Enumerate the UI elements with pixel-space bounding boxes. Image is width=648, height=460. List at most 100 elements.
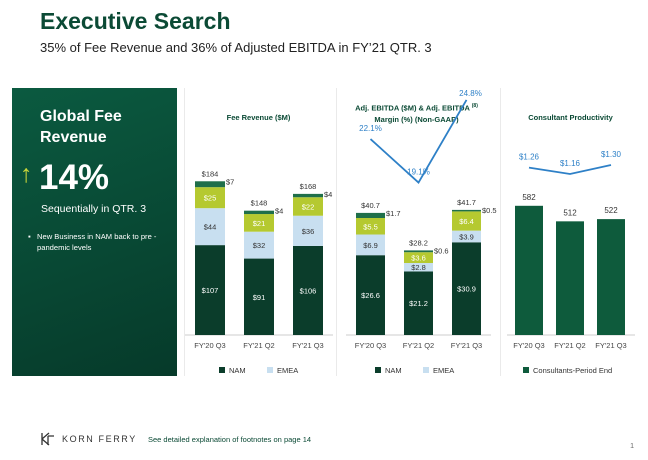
page-title: Executive Search	[40, 8, 231, 34]
bullet-new-business: New Business in NAM back to pre -pandemi…	[28, 231, 168, 253]
category-label-1: FY'21 Q2	[554, 341, 585, 350]
growth-percent: 14%	[39, 158, 110, 197]
legend-label-consultants: Consultants-Period End	[533, 366, 612, 375]
bar-latm-0	[195, 181, 225, 188]
total-label-0: $40.7	[361, 201, 380, 210]
consultant-productivity-panel: Consultant Productivity 582 FY'20 Q3 512 FY…	[500, 88, 640, 376]
legend-swatch-emea	[267, 367, 273, 373]
bar-latm-0	[356, 212, 385, 218]
consultant-productivity-chart: 582 FY'20 Q3 512 FY'21 Q2 522 FY'21 Q3 $1.26 $1…	[507, 150, 635, 375]
legend-label-emea: EMEA	[277, 366, 298, 375]
total-label-1: $28.2	[409, 238, 428, 247]
page-subtitle: 35% of Fee Revenue and 36% of Adjusted E…	[40, 40, 432, 55]
data-label-emea-2: $3.9	[459, 232, 474, 241]
bar-consultants-1	[556, 221, 584, 335]
data-label-emea-1: $32	[253, 241, 266, 250]
bar-nam-1	[244, 258, 274, 335]
data-label-apac-0: $25	[204, 194, 217, 203]
data-label-latm-1: $0.6	[434, 246, 449, 255]
fee-revenue-panel: Fee Revenue ($M) $107 $44 $25 $7 $184 FY'20 Q…	[184, 88, 333, 376]
data-label-apac-1: $3.6	[411, 254, 426, 263]
consultant-productivity-title: Consultant Productivity	[528, 113, 613, 122]
sequential-text: Sequentially in QTR. 3	[41, 203, 147, 215]
bar-latm-2	[452, 209, 481, 212]
category-label-2: FY'21 Q3	[595, 341, 626, 350]
category-label-2: FY'21 Q3	[451, 341, 482, 350]
data-label-nam-2: $106	[300, 286, 317, 295]
ebitda-chart: $26.6$6.9$5.5$1.7$40.7FY'20 Q3$21.2$2.8$…	[346, 89, 497, 375]
data-label-latm-2: $4	[324, 190, 332, 199]
bar-emea-1	[404, 263, 433, 272]
bar-nam-2	[293, 245, 323, 335]
total-label-2: $41.7	[457, 198, 476, 207]
fee-per-consultant-line	[528, 164, 612, 175]
data-label-nam-0: $107	[202, 286, 219, 295]
bar-latm-2	[293, 193, 323, 198]
data-label-latm-2: $0.5	[482, 206, 497, 215]
ebitda-margin-line	[369, 99, 468, 184]
legend-swatch-emea	[423, 367, 429, 373]
bar-emea-0	[195, 208, 225, 246]
category-label-2: FY'21 Q3	[292, 341, 323, 350]
legend-label-nam: NAM	[385, 366, 402, 375]
ebitda-panel: Adj. EBITDA ($M) & Adj. EBITDA (8) Margi…	[336, 88, 497, 376]
data-label-nam-1: $21.2	[409, 299, 428, 308]
data-label-nam-0: $26.6	[361, 291, 380, 300]
bar-emea-2	[293, 215, 323, 246]
category-label-0: FY'20 Q3	[513, 341, 544, 350]
data-label-consultants-0: 582	[522, 193, 536, 202]
data-label-emea-0: $44	[204, 223, 217, 232]
legend-swatch-consultants	[523, 367, 529, 373]
ebitda-margin-label-1: 19.1%	[407, 168, 430, 177]
data-label-emea-0: $6.9	[363, 241, 378, 250]
fee-revenue-title: Fee Revenue ($M)	[226, 113, 291, 122]
ebitda-margin-label-0: 22.1%	[359, 124, 382, 133]
bar-latm-1	[244, 210, 274, 215]
bar-emea-1	[244, 231, 274, 259]
data-label-nam-2: $30.9	[457, 285, 476, 294]
global-fee-revenue-panel: Global Fee Revenue ↑ 14% Sequentially in…	[12, 88, 177, 376]
bar-nam-0	[356, 255, 385, 335]
data-label-latm-1: $4	[275, 207, 283, 216]
bar-apac-0	[195, 187, 225, 209]
category-label-1: FY'21 Q2	[243, 341, 274, 350]
ebitda-title-note: (8)	[471, 103, 478, 109]
bar-latm-1	[404, 250, 433, 253]
ebitda-title: Adj. EBITDA ($M) & Adj. EBITDA (8) Margi…	[337, 101, 496, 125]
logo-text: KORN FERRY	[62, 434, 137, 444]
bar-consultants-2	[597, 219, 625, 335]
korn-ferry-mark-icon	[41, 432, 54, 446]
legend-swatch-nam	[219, 367, 225, 373]
total-label-0: $184	[202, 169, 219, 178]
bar-nam-1	[404, 271, 433, 335]
data-label-emea-2: $36	[302, 227, 315, 236]
data-label-nam-1: $91	[253, 293, 266, 302]
legend-label-emea: EMEA	[433, 366, 454, 375]
page-number: 1	[630, 443, 634, 450]
global-fee-revenue-title: Global Fee Revenue	[40, 108, 122, 146]
data-label-apac-0: $5.5	[363, 222, 378, 231]
fee-per-consultant-label-2: $1.30	[601, 150, 622, 159]
up-arrow-icon: ↑	[20, 160, 33, 188]
category-label-0: FY'20 Q3	[355, 341, 386, 350]
legend-label-nam: NAM	[229, 366, 246, 375]
fee-revenue-chart: $107 $44 $25 $7 $184 FY'20 Q3 $91 $32 $21 $4 $148 F…	[185, 169, 333, 375]
total-label-1: $148	[251, 199, 268, 208]
data-label-consultants-2: 522	[604, 206, 618, 215]
ebitda-title-line1: Adj. EBITDA ($M) & Adj. EBITDA	[355, 103, 470, 113]
data-label-latm-0: $7	[226, 177, 234, 186]
data-label-apac-1: $21	[253, 219, 266, 228]
ebitda-title-line2: Margin (%) (Non-GAAP)	[374, 114, 459, 124]
bar-apac-2	[293, 197, 323, 216]
bar-apac-1	[244, 214, 274, 232]
bar-nam-2	[452, 242, 481, 335]
data-label-latm-0: $1.7	[386, 209, 401, 218]
bar-apac-0	[356, 218, 385, 235]
bar-emea-0	[356, 234, 385, 256]
bar-apac-1	[404, 252, 433, 263]
category-label-0: FY'20 Q3	[194, 341, 225, 350]
data-label-emea-1: $2.8	[411, 263, 426, 272]
bar-apac-2	[452, 211, 481, 231]
footnote: See detailed explanation of footnotes on…	[148, 435, 312, 444]
bar-emea-2	[452, 230, 481, 243]
